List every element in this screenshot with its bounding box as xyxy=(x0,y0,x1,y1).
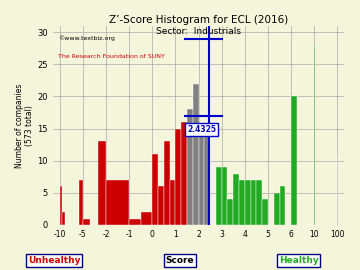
Text: Healthy: Healthy xyxy=(279,256,319,265)
Bar xyxy=(106,180,129,225)
Text: Score: Score xyxy=(166,256,194,265)
Bar xyxy=(198,129,204,225)
Bar xyxy=(274,193,280,225)
Bar xyxy=(193,84,198,225)
Bar xyxy=(60,186,62,225)
Bar xyxy=(228,199,233,225)
Bar xyxy=(291,96,297,225)
Bar xyxy=(164,141,170,225)
Title: Z’-Score Histogram for ECL (2016): Z’-Score Histogram for ECL (2016) xyxy=(109,15,288,25)
Bar xyxy=(280,186,285,225)
Bar xyxy=(256,180,262,225)
Text: Unhealthy: Unhealthy xyxy=(28,256,80,265)
Bar xyxy=(262,199,268,225)
Bar xyxy=(233,174,239,225)
Bar xyxy=(83,218,90,225)
Bar xyxy=(158,186,164,225)
Bar xyxy=(187,109,193,225)
Bar xyxy=(129,218,141,225)
Bar xyxy=(152,154,158,225)
Bar xyxy=(141,212,152,225)
Bar xyxy=(170,180,175,225)
Text: Sector:  Industrials: Sector: Industrials xyxy=(156,27,240,36)
Bar xyxy=(98,141,106,225)
Bar xyxy=(222,167,228,225)
Text: ©www.textbiz.org: ©www.textbiz.org xyxy=(58,35,115,41)
Bar xyxy=(181,122,187,225)
Bar xyxy=(216,167,222,225)
Bar xyxy=(251,180,256,225)
Text: 2.4325: 2.4325 xyxy=(187,125,216,134)
Bar xyxy=(62,212,66,225)
Bar xyxy=(239,180,245,225)
Y-axis label: Number of companies
(573 total): Number of companies (573 total) xyxy=(15,83,35,168)
Text: The Research Foundation of SUNY: The Research Foundation of SUNY xyxy=(58,54,165,59)
Bar xyxy=(175,129,181,225)
Bar xyxy=(79,180,83,225)
Bar xyxy=(245,180,251,225)
Bar xyxy=(204,135,210,225)
